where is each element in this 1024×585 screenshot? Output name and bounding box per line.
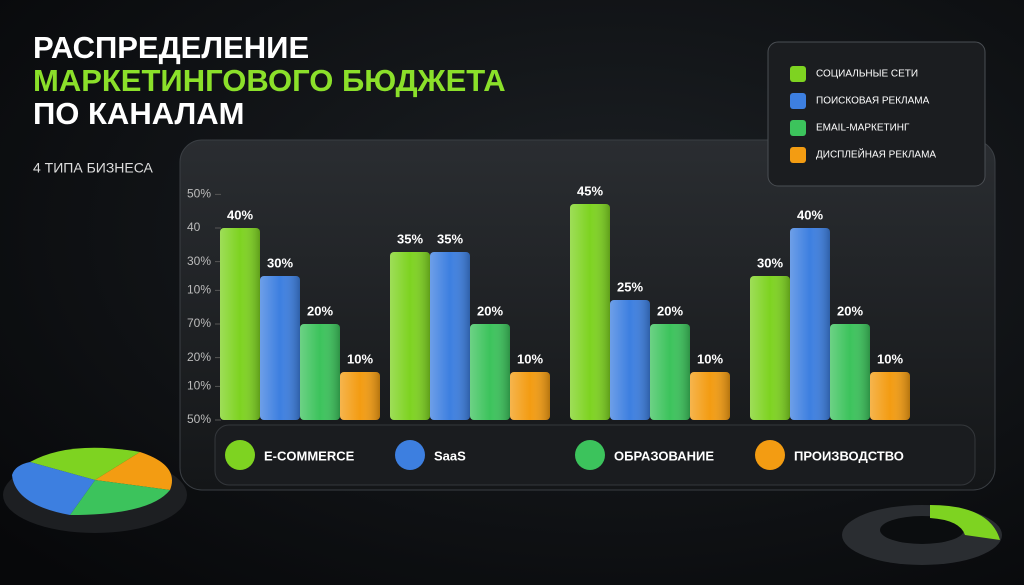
value-label: 35% — [397, 231, 423, 246]
bar-shine — [390, 252, 430, 420]
value-label: 10% — [517, 351, 543, 366]
donut-decoration — [842, 505, 1002, 565]
y-tick-label: 40 — [187, 220, 201, 234]
value-label: 20% — [837, 303, 863, 318]
bar-shine — [870, 372, 910, 420]
bar-shine — [610, 300, 650, 420]
x-tick-label: ПРОИЗВОДСТВО — [794, 448, 904, 463]
bar-shine — [650, 324, 690, 420]
bar-shine — [260, 276, 300, 420]
title-line: РАСПРЕДЕЛЕНИЕ — [33, 30, 309, 65]
y-tick-label: 10% — [187, 379, 211, 393]
bar-shine — [510, 372, 550, 420]
value-label: 20% — [657, 303, 683, 318]
bar-shine — [790, 228, 830, 420]
bar-shine — [220, 228, 260, 420]
category-icon — [575, 440, 605, 470]
value-label: 40% — [797, 207, 823, 222]
y-tick-label: 50% — [187, 187, 211, 201]
bar-shine — [690, 372, 730, 420]
y-tick-label: 10% — [187, 283, 211, 297]
value-label: 10% — [347, 351, 373, 366]
y-tick-label: 70% — [187, 316, 211, 330]
x-tick-label: SaaS — [434, 448, 466, 463]
y-tick-label: 30% — [187, 254, 211, 268]
legend-swatch — [790, 93, 806, 109]
y-tick-label: 50% — [187, 412, 211, 426]
legend-label: EMAIL-МАРКЕТИНГ — [816, 123, 910, 134]
value-label: 20% — [307, 303, 333, 318]
bar-shine — [830, 324, 870, 420]
value-label: 35% — [437, 231, 463, 246]
value-label: 30% — [267, 255, 293, 270]
x-tick-label: E-COMMERCE — [264, 448, 355, 463]
title-line: ПО КАНАЛАМ — [33, 96, 244, 131]
legend-label: СОЦИАЛЬНЫЕ СЕТИ — [816, 69, 918, 80]
value-label: 40% — [227, 207, 253, 222]
category-icon — [225, 440, 255, 470]
subtitle: 4 ТИПА БИЗНЕСА — [33, 160, 154, 176]
legend-box — [767, 41, 986, 187]
bar-shine — [430, 252, 470, 420]
bar-shine — [340, 372, 380, 420]
legend-swatch — [790, 66, 806, 82]
title-line: МАРКЕТИНГОВОГО БЮДЖЕТА — [33, 63, 506, 98]
value-label: 25% — [617, 279, 643, 294]
bar-shine — [470, 324, 510, 420]
value-label: 20% — [477, 303, 503, 318]
value-label: 45% — [577, 183, 603, 198]
bar-shine — [570, 204, 610, 420]
pie-decoration — [3, 447, 187, 533]
x-tick-label: ОБРАЗОВАНИЕ — [614, 448, 714, 463]
value-label: 10% — [697, 351, 723, 366]
legend-swatch — [790, 147, 806, 163]
legend-label: ПОИСКОВАЯ РЕКЛАМА — [816, 96, 930, 107]
value-label: 10% — [877, 351, 903, 366]
bar-shine — [300, 324, 340, 420]
bar-shine — [750, 276, 790, 420]
y-tick-label: 20% — [187, 350, 211, 364]
category-icon — [755, 440, 785, 470]
value-label: 30% — [757, 255, 783, 270]
legend-label: ДИСПЛЕЙНАЯ РЕКЛАМА — [816, 148, 936, 161]
category-icon — [395, 440, 425, 470]
legend-swatch — [790, 120, 806, 136]
